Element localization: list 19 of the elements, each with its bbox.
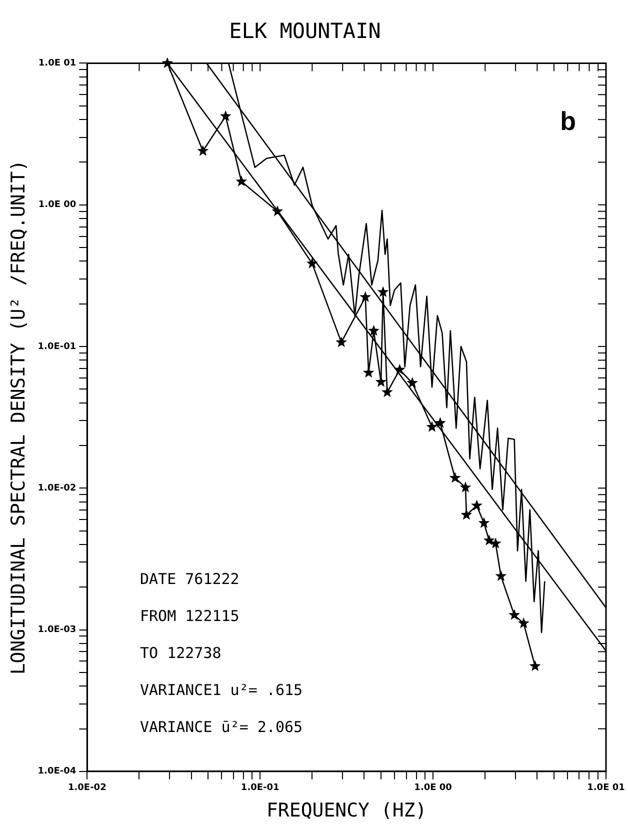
y-tick-label: 1.0E 01 bbox=[38, 58, 76, 69]
y-tick-label: 1.0E-02 bbox=[38, 483, 76, 494]
annotation: b bbox=[560, 106, 576, 137]
y-tick-label: 1.0E 00 bbox=[38, 200, 76, 210]
chart-title: ELK MOUNTAIN bbox=[229, 19, 381, 44]
annotation: FROM 122115 bbox=[140, 607, 240, 625]
y-axis-title: LONGITUDINAL SPECTRAL DENSITY (U² /FREQ.UNIT) bbox=[7, 160, 30, 675]
y-tick-label: 1.0E-01 bbox=[38, 342, 76, 352]
annotation: VARIANCE ū²= 2.065 bbox=[140, 718, 303, 736]
x-tick-label: 1.0E 01 bbox=[587, 783, 625, 794]
y-tick-label: 1.0E-04 bbox=[38, 766, 76, 777]
annotation: DATE 761222 bbox=[140, 570, 240, 588]
x-axis-title: FREQUENCY (HZ) bbox=[266, 800, 427, 822]
x-tick-label: 1.0E 00 bbox=[414, 783, 452, 794]
x-tick-label: 1.0E-02 bbox=[68, 783, 106, 794]
annotation: VARIANCE1 u²= .615 bbox=[140, 681, 303, 699]
x-tick-label: 1.0E-01 bbox=[240, 783, 280, 794]
annotation: TO 122738 bbox=[140, 644, 222, 662]
y-tick-label: 1.0E-03 bbox=[38, 625, 76, 636]
